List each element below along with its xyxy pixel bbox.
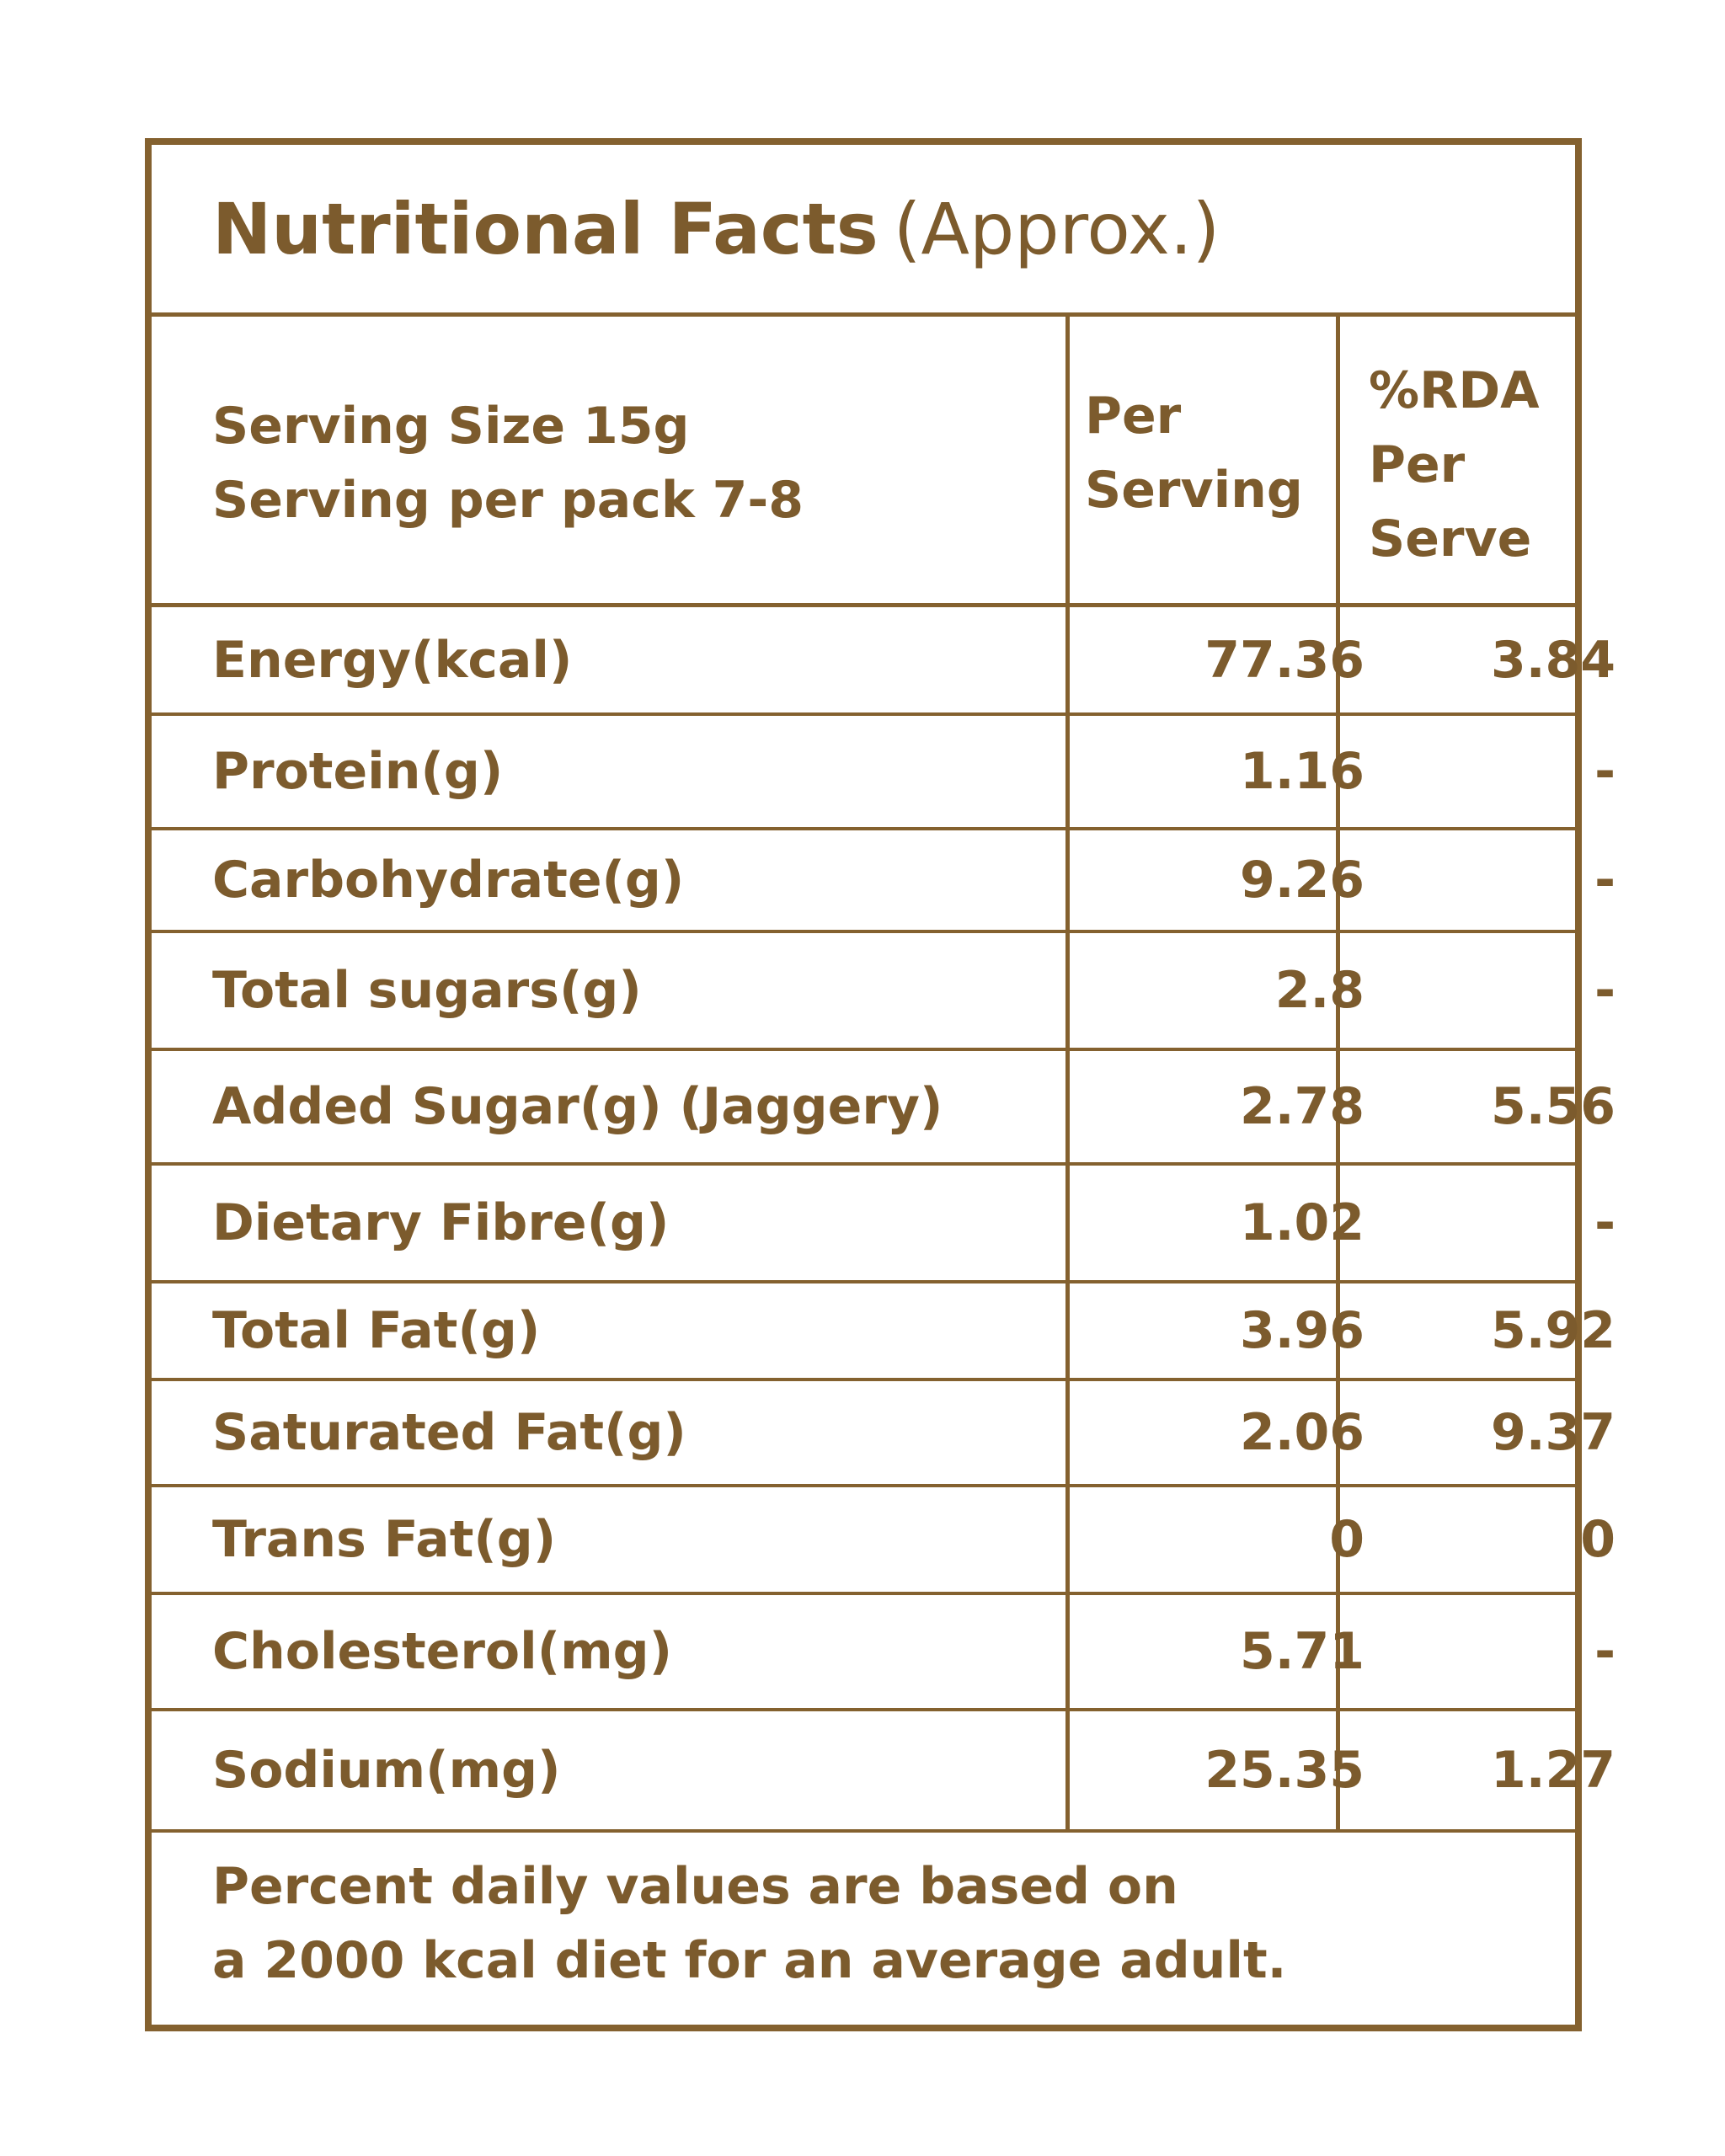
row-divider: [152, 1162, 1575, 1166]
nutrient-name: Saturated Fat(g): [212, 1403, 686, 1462]
title-bold: Nutritional Facts: [212, 188, 879, 270]
rda-value: -: [1594, 1193, 1616, 1252]
table-row: Carbohydrate(g) 9.26 -: [152, 830, 1616, 930]
table-row: Energy(kcal) 77.36 3.84: [152, 607, 1616, 712]
row-divider: [152, 1592, 1575, 1595]
per-serving-value: 5.71: [1239, 1622, 1365, 1681]
title-approx: (Approx.): [893, 188, 1220, 270]
row-divider: [152, 1280, 1575, 1283]
per-serving-value: 0: [1329, 1510, 1365, 1569]
per-serving-value: 2.06: [1239, 1403, 1365, 1462]
rda-value: 3.84: [1490, 630, 1616, 690]
serving-info: Serving Size 15g Serving per pack 7-8: [212, 389, 804, 537]
table-row: Saturated Fat(g) 2.06 9.37: [152, 1381, 1616, 1484]
column-divider-1: [1065, 317, 1070, 1829]
nutrient-name: Sodium(mg): [212, 1741, 561, 1800]
nutrient-name: Total sugars(g): [212, 961, 642, 1020]
per-serving-value: 1.16: [1239, 742, 1365, 801]
header-divider: [152, 603, 1575, 607]
rda-value: 5.92: [1490, 1301, 1616, 1360]
per-serving-value: 2.78: [1239, 1077, 1365, 1136]
rda-value: 5.56: [1490, 1077, 1616, 1136]
nutrient-name: Total Fat(g): [212, 1301, 541, 1360]
per-serving-value: 77.36: [1204, 630, 1365, 690]
table-row: Total Fat(g) 3.96 5.92: [152, 1283, 1616, 1378]
table-row: Dietary Fibre(g) 1.02 -: [152, 1166, 1616, 1280]
per-serving-line2: Serving: [1085, 461, 1303, 520]
footer-divider: [152, 1829, 1575, 1833]
per-serving-value: 3.96: [1239, 1301, 1365, 1360]
nutrient-name: Cholesterol(mg): [212, 1622, 673, 1681]
rda-value: -: [1594, 1622, 1616, 1681]
row-divider: [152, 930, 1575, 933]
row-divider: [152, 827, 1575, 830]
footnote-line1: Percent daily values are based on: [212, 1857, 1178, 1916]
rda-line3: Serve: [1369, 510, 1532, 568]
per-serving-line1: Per: [1085, 387, 1182, 446]
footnote-line2: a 2000 kcal diet for an average adult.: [212, 1931, 1287, 1990]
rda-value: -: [1594, 742, 1616, 801]
nutrient-name: Trans Fat(g): [212, 1510, 557, 1569]
rda-value: 9.37: [1490, 1403, 1616, 1462]
per-serving-value: 25.35: [1204, 1741, 1365, 1800]
column-divider-2: [1336, 317, 1340, 1829]
nutrient-name: Energy(kcal): [212, 630, 573, 690]
nutrient-name: Added Sugar(g) (Jaggery): [212, 1077, 943, 1136]
per-serving-value: 9.26: [1239, 851, 1365, 910]
nutrient-name: Carbohydrate(g): [212, 851, 685, 910]
nutrient-name: Protein(g): [212, 742, 504, 801]
nutrient-name: Dietary Fibre(g): [212, 1193, 670, 1252]
row-divider: [152, 1708, 1575, 1711]
rda-value: -: [1594, 851, 1616, 910]
table-row: Trans Fat(g) 0 0: [152, 1487, 1616, 1592]
table-row: Added Sugar(g) (Jaggery) 2.78 5.56: [152, 1051, 1616, 1162]
row-divider: [152, 712, 1575, 716]
footnote: Percent daily values are based on a 2000…: [212, 1849, 1286, 1998]
table-row: Cholesterol(mg) 5.71 -: [152, 1595, 1616, 1708]
per-serving-value: 1.02: [1239, 1193, 1365, 1252]
rda-value: 1.27: [1490, 1741, 1616, 1800]
column-header-per-serving: Per Serving: [1085, 379, 1303, 527]
serving-size: Serving Size 15g: [212, 397, 690, 456]
per-serving-value: 2.8: [1274, 961, 1365, 1020]
table-row: Total sugars(g) 2.8 -: [152, 933, 1616, 1048]
title-bar: Nutritional Facts (Approx.): [152, 145, 1575, 317]
row-divider: [152, 1484, 1575, 1487]
table-row: Protein(g) 1.16 -: [152, 716, 1616, 827]
rda-line1: %RDA: [1369, 361, 1540, 420]
table-row: Sodium(mg) 25.35 1.27: [152, 1711, 1616, 1829]
page-title: Nutritional Facts (Approx.): [212, 187, 1220, 271]
rda-value: -: [1594, 961, 1616, 1020]
row-divider: [152, 1378, 1575, 1381]
rda-line2: Per: [1369, 435, 1466, 494]
serving-per-pack: Serving per pack 7-8: [212, 471, 804, 530]
row-divider: [152, 1048, 1575, 1051]
rda-value: 0: [1580, 1510, 1616, 1569]
column-header-rda: %RDA Per Serve: [1369, 354, 1540, 576]
nutrition-facts-panel: Nutritional Facts (Approx.) Serving Size …: [145, 138, 1616, 2031]
